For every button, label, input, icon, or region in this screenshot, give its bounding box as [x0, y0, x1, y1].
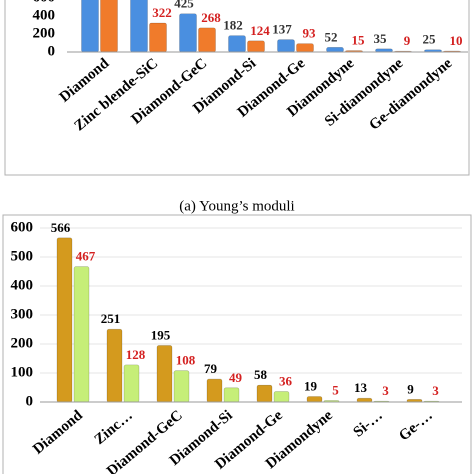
- value-label: 137: [272, 22, 292, 37]
- value-label: 5: [332, 383, 339, 398]
- value-label: 36: [279, 374, 293, 389]
- bar: [156, 345, 173, 403]
- y-tick-label: 100: [11, 364, 34, 380]
- value-label: 9: [404, 33, 411, 48]
- y-tick-label: 500: [11, 248, 34, 264]
- x-tick-label: Ge-…: [396, 407, 436, 444]
- value-label: 108: [176, 353, 196, 368]
- bar: [56, 237, 73, 403]
- value-label: 58: [254, 367, 268, 382]
- bar: [149, 22, 167, 53]
- value-label: 3: [432, 383, 439, 398]
- x-tick-label: Ge-diamondyne: [366, 55, 455, 133]
- bar: [306, 396, 323, 403]
- value-label: 467: [76, 249, 96, 264]
- y-tick-label: 300: [11, 306, 34, 322]
- y-tick-label: 0: [26, 393, 34, 409]
- bar: [277, 39, 295, 53]
- value-label: 93: [303, 26, 317, 41]
- value-label: 425: [174, 0, 194, 11]
- x-tick-label: Zinc blende-SiC: [71, 55, 161, 134]
- y-tick-label: 400: [33, 7, 56, 23]
- bar: [198, 27, 216, 53]
- y-tick-label: 400: [11, 277, 34, 293]
- bar: [228, 35, 246, 53]
- value-label: 3: [382, 383, 389, 398]
- caption: (a) Young’s moduli: [179, 198, 294, 214]
- x-tick-label: Zinc…: [92, 407, 136, 448]
- value-label: 9: [407, 381, 414, 396]
- top-frame: [4, 0, 470, 176]
- value-label: 268: [201, 10, 221, 25]
- bar: [179, 13, 197, 53]
- bar: [356, 397, 373, 403]
- value-label: 322: [152, 5, 172, 20]
- value-label: 251: [101, 311, 121, 326]
- bar: [123, 364, 140, 403]
- value-label: 19: [304, 378, 318, 393]
- bar: [273, 391, 290, 403]
- value-label: 79: [204, 361, 218, 376]
- value-label: 15: [352, 33, 366, 48]
- value-label: 182: [223, 18, 243, 33]
- y-tick-label: 200: [33, 25, 56, 41]
- bar: [206, 378, 223, 403]
- y-tick-label: 600: [33, 0, 56, 5]
- y-tick-label: 0: [48, 43, 56, 59]
- value-label: 10: [450, 33, 463, 48]
- bar: [223, 387, 240, 403]
- value-label: 49: [229, 370, 243, 385]
- value-label: 195: [151, 327, 171, 342]
- x-tick-label: Si-…: [351, 407, 386, 440]
- x-tick-label: Diamond: [30, 407, 86, 458]
- bar: [81, 0, 99, 53]
- bar: [73, 266, 90, 403]
- bar: [100, 0, 118, 53]
- value-label: 25: [423, 32, 437, 47]
- bar: [106, 328, 123, 403]
- bar: [173, 370, 190, 403]
- value-label: 128: [126, 347, 146, 362]
- value-label: 35: [374, 31, 388, 46]
- bar: [256, 384, 273, 403]
- bar: [247, 40, 265, 53]
- value-label: 13: [354, 380, 368, 395]
- y-tick-label: 600: [11, 219, 34, 235]
- bar: [130, 0, 148, 53]
- value-label: 124: [250, 23, 270, 38]
- value-label: 52: [325, 29, 338, 44]
- bar: [326, 47, 344, 53]
- bar: [296, 43, 314, 53]
- y-tick-label: 200: [11, 335, 34, 351]
- value-label: 566: [51, 220, 71, 235]
- bottom-frame: [2, 214, 472, 474]
